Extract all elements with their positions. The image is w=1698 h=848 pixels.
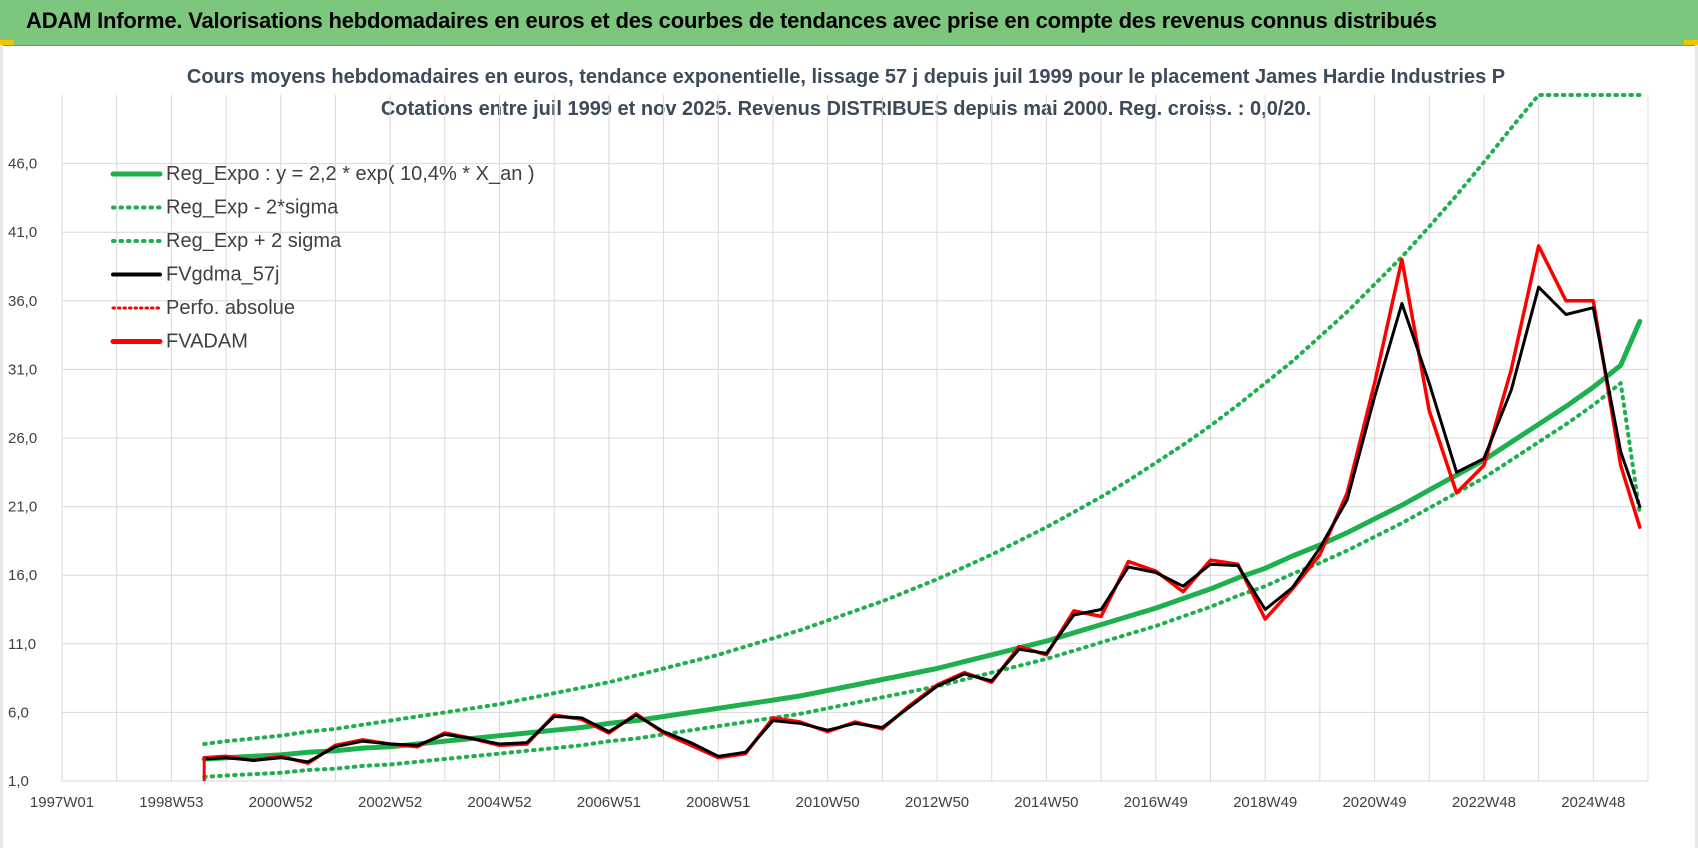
- frame-left: [0, 45, 3, 848]
- y-tick-label: 16,0: [8, 567, 37, 584]
- x-tick-label: 2008W51: [686, 794, 750, 811]
- corner-mark-right: [1684, 40, 1698, 45]
- legend-label: Reg_Exp + 2 sigma: [166, 230, 342, 252]
- x-tick-label: 2016W49: [1124, 794, 1188, 811]
- y-tick-label: 6,0: [8, 704, 29, 721]
- y-tick-label: 41,0: [8, 224, 37, 241]
- x-tick-label: 2000W52: [249, 794, 313, 811]
- x-tick-label: 2012W50: [905, 794, 969, 811]
- x-tick-label: 1997W01: [30, 794, 94, 811]
- x-tick-label: 2002W52: [358, 794, 422, 811]
- legend-label: FVgdma_57j: [166, 264, 279, 286]
- y-tick-label: 1,0: [8, 773, 29, 790]
- frame-right: [1695, 45, 1698, 848]
- y-tick-label: 36,0: [8, 293, 37, 310]
- header-bar: ADAM Informe. Valorisations hebdomadaire…: [0, 0, 1698, 46]
- corner-mark-left: [0, 40, 14, 45]
- series-line-0: [201, 318, 1643, 762]
- chart: Cours moyens hebdomadaires en euros, ten…: [8, 66, 1649, 811]
- page-title: ADAM Informe. Valorisations hebdomadaire…: [26, 8, 1437, 33]
- y-tick-label: 21,0: [8, 499, 37, 516]
- legend-label: Perfo. absolue: [166, 297, 295, 319]
- y-tick-label: 46,0: [8, 156, 37, 173]
- y-tick-label: 11,0: [8, 636, 36, 653]
- series-line-3: [202, 285, 1642, 764]
- x-tick-label: 2020W49: [1342, 794, 1406, 811]
- x-tick-label: 2014W50: [1014, 794, 1078, 811]
- y-tick-label: 31,0: [8, 361, 37, 378]
- series-layer: [201, 93, 1643, 781]
- legend: Reg_Expo : y = 2,2 * exp( 10,4% * X_an )…: [110, 163, 535, 353]
- grid: [61, 95, 1649, 782]
- x-tick-label: 2018W49: [1233, 794, 1297, 811]
- y-tick-label: 26,0: [8, 430, 37, 447]
- series-line-4: [202, 244, 1642, 765]
- x-tick-label: 2010W50: [796, 794, 860, 811]
- x-axis: 1997W01 1998W53 2000W52 2002W52 2004W52 2006W…: [30, 794, 1626, 811]
- legend-label: Reg_Exp - 2*sigma: [166, 197, 339, 219]
- series-line-2: [202, 93, 1642, 746]
- x-tick-label: 2006W51: [577, 794, 641, 811]
- legend-label: FVADAM: [166, 331, 248, 353]
- x-tick-label: 2004W52: [467, 794, 531, 811]
- series-line-1: [202, 381, 1642, 779]
- chart-subtitle: Cotations entre juil 1999 et nov 2025. R…: [381, 98, 1311, 120]
- x-tick-label: 1998W53: [139, 794, 203, 811]
- y-axis: 1,0 6,0 11,0 16,0 21,0 26,0 31,0 36,0 41,0 46,0: [8, 156, 37, 790]
- legend-label: Reg_Expo : y = 2,2 * exp( 10,4% * X_an ): [166, 163, 535, 185]
- chart-title: Cours moyens hebdomadaires en euros, ten…: [187, 66, 1505, 88]
- series-line-5: [202, 244, 1642, 765]
- x-tick-label: 2024W48: [1561, 794, 1625, 811]
- x-tick-label: 2022W48: [1452, 794, 1516, 811]
